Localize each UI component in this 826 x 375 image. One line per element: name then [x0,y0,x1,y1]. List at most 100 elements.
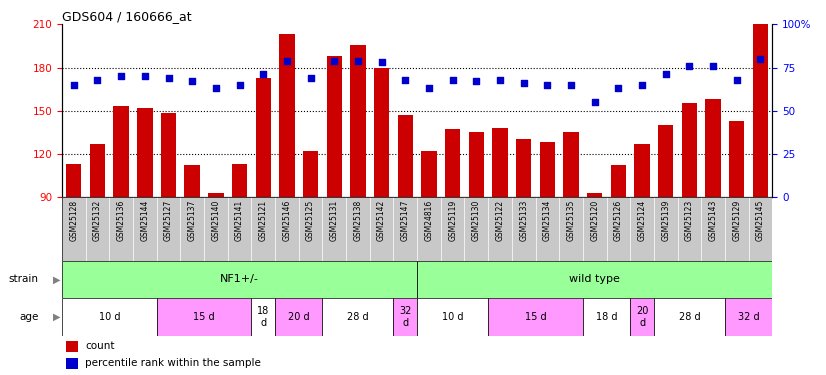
Point [470,78,483,84]
Text: 28 d: 28 d [679,312,700,322]
Text: count: count [85,341,115,351]
Point [162,75,175,81]
Text: GSM25127: GSM25127 [164,200,173,242]
Text: GSM25147: GSM25147 [401,200,410,242]
Bar [157,298,251,336]
Bar [488,298,583,336]
Bar [654,197,677,261]
Point [257,71,270,77]
Text: GSM25133: GSM25133 [520,200,528,242]
Bar [654,298,725,336]
Text: GSM25132: GSM25132 [93,200,102,242]
Bar [113,106,129,197]
Point [422,85,435,91]
Bar [705,99,721,197]
Bar [86,197,109,261]
Point [612,85,625,91]
Text: 32 d: 32 d [738,312,759,322]
Bar [634,144,650,197]
Text: GSM25144: GSM25144 [140,200,150,242]
Bar [204,197,228,261]
Text: ▶: ▶ [54,274,61,284]
Bar [658,125,673,197]
Bar [748,197,772,261]
Bar [397,115,413,197]
Bar [417,298,488,336]
Point [67,82,80,88]
Bar [559,197,583,261]
Bar [417,261,784,298]
Point [446,76,459,82]
Bar [180,197,204,261]
Text: GSM25122: GSM25122 [496,200,505,241]
Bar [184,165,200,197]
Bar [66,164,82,197]
Text: GSM25121: GSM25121 [259,200,268,241]
Bar [445,129,460,197]
Text: GDS604 / 160666_at: GDS604 / 160666_at [62,10,192,23]
Text: 28 d: 28 d [347,312,368,322]
Bar [610,165,626,197]
Bar [630,298,654,336]
Bar [137,108,153,197]
Bar [251,197,275,261]
Bar [275,197,299,261]
Bar [729,121,744,197]
Bar [322,197,346,261]
Point [754,56,767,62]
Text: ▶: ▶ [54,312,61,322]
Point [209,85,222,91]
Bar [109,197,133,261]
Bar [65,341,78,352]
Bar [752,24,768,197]
Text: GSM25136: GSM25136 [116,200,126,242]
Text: 10 d: 10 d [442,312,463,322]
Point [280,58,293,64]
Bar [393,197,417,261]
Bar [255,78,271,197]
Point [659,71,672,77]
Bar [62,298,157,336]
Bar [606,197,630,261]
Point [588,99,601,105]
Point [517,80,530,86]
Text: GSM25142: GSM25142 [377,200,386,242]
Point [233,82,246,88]
Point [91,76,104,82]
Point [541,82,554,88]
Bar [303,151,318,197]
Bar [516,140,531,197]
Text: GSM25139: GSM25139 [662,200,670,242]
Bar [587,193,602,197]
Text: 32
d: 32 d [399,306,411,328]
Bar [512,197,535,261]
Text: percentile rank within the sample: percentile rank within the sample [85,358,261,368]
Bar [583,197,606,261]
Point [351,58,364,64]
Bar [350,45,366,197]
Bar [326,56,342,197]
Bar [630,197,654,261]
Text: wild type: wild type [569,274,620,284]
Text: GSM24816: GSM24816 [425,200,434,242]
Bar [393,298,417,336]
Bar [228,197,251,261]
Point [635,82,648,88]
Bar [441,197,464,261]
Text: GSM25125: GSM25125 [306,200,315,242]
Point [399,76,412,82]
Point [375,59,388,65]
Text: GSM25126: GSM25126 [614,200,623,242]
Text: NF1+/-: NF1+/- [220,274,259,284]
Text: age: age [19,312,38,322]
Text: GSM25141: GSM25141 [235,200,244,242]
Point [138,73,151,79]
Bar [157,197,180,261]
Bar [725,298,772,336]
Bar [583,298,630,336]
Text: 15 d: 15 d [193,312,215,322]
Text: 15 d: 15 d [525,312,546,322]
Text: GSM25140: GSM25140 [211,200,221,242]
Bar [492,128,508,197]
Bar [417,197,441,261]
